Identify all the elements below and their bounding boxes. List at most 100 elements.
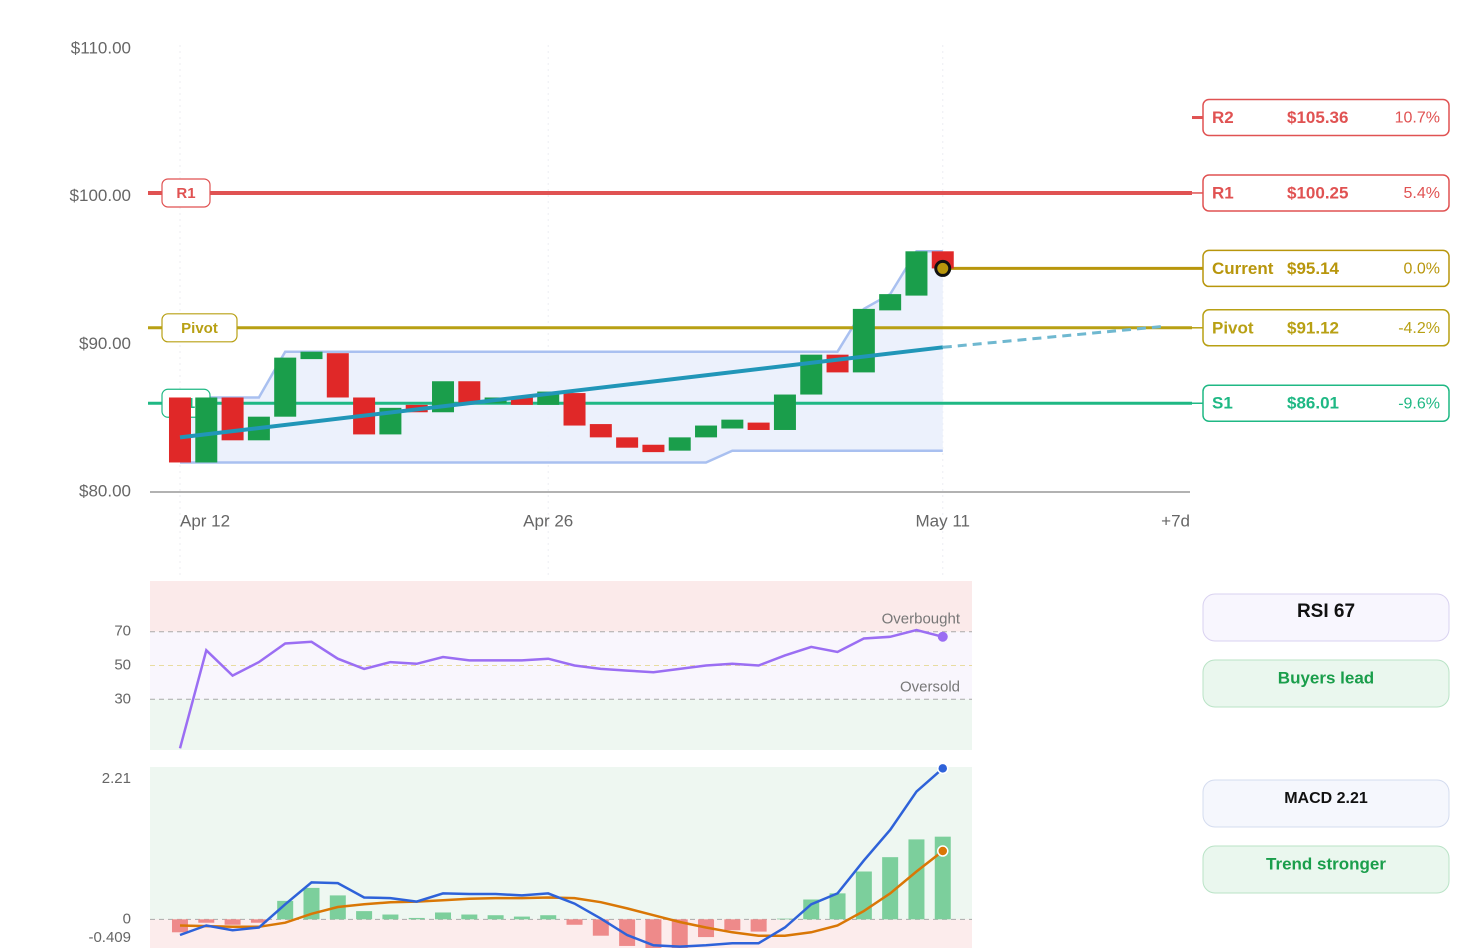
x-tick-label: Apr 12 bbox=[180, 511, 230, 530]
y-tick-label: 50 bbox=[114, 656, 131, 673]
histogram-bar bbox=[566, 919, 583, 925]
histogram-bar bbox=[513, 916, 530, 920]
y-tick-label: 2.21 bbox=[102, 770, 131, 787]
level-change: 0.0% bbox=[1404, 261, 1440, 278]
candle bbox=[510, 397, 533, 405]
histogram-bar bbox=[619, 919, 636, 946]
negative-zone bbox=[150, 919, 972, 948]
histogram-bar bbox=[435, 912, 452, 920]
x-tick-label: Apr 26 bbox=[523, 511, 573, 530]
level-value: $100.25 bbox=[1287, 183, 1348, 202]
channel-upper bbox=[180, 250, 943, 399]
histogram-bar bbox=[671, 919, 688, 948]
histogram-bar bbox=[750, 919, 767, 932]
level-name: R1 bbox=[1212, 183, 1234, 202]
candle bbox=[300, 351, 323, 360]
candle bbox=[274, 357, 297, 417]
x-tick-label: May 11 bbox=[916, 511, 971, 530]
candle bbox=[563, 393, 586, 426]
level-change: -4.2% bbox=[1398, 320, 1440, 337]
level-value: $105.36 bbox=[1287, 108, 1348, 127]
y-tick-label: $110.00 bbox=[71, 38, 131, 57]
level-tag bbox=[161, 178, 211, 208]
y-tick-label: $100.00 bbox=[70, 186, 131, 205]
status: Trend stronger bbox=[1266, 854, 1386, 873]
positive-zone bbox=[150, 767, 972, 920]
histogram-bar bbox=[250, 919, 267, 923]
histogram-bar bbox=[303, 887, 320, 920]
histogram-bar bbox=[277, 900, 294, 920]
histogram-bar bbox=[776, 918, 793, 920]
level-tag-label: R1 bbox=[176, 185, 195, 202]
level-box bbox=[1202, 249, 1450, 288]
status: Buyers lead bbox=[1278, 668, 1374, 687]
candle bbox=[589, 424, 612, 438]
level-value: $95.14 bbox=[1287, 259, 1340, 278]
candle bbox=[721, 419, 744, 429]
histogram-bar bbox=[882, 857, 899, 920]
histogram-bar bbox=[540, 915, 557, 920]
badge-box bbox=[1202, 593, 1450, 642]
histogram-bar bbox=[592, 919, 609, 936]
candle bbox=[668, 437, 691, 451]
candle bbox=[616, 437, 639, 448]
y-tick-label: $90.00 bbox=[79, 334, 131, 353]
candle bbox=[852, 308, 875, 373]
y-tick-label: -0.409 bbox=[88, 929, 131, 946]
candle bbox=[642, 444, 665, 453]
candle bbox=[879, 294, 902, 311]
trend-line bbox=[179, 345, 944, 440]
candle bbox=[195, 397, 218, 463]
level-name: S1 bbox=[1212, 394, 1233, 413]
histogram-bar bbox=[908, 839, 925, 920]
signal-end-dot bbox=[937, 845, 949, 857]
badge: RSI 67 bbox=[1297, 601, 1355, 622]
histogram-bar bbox=[171, 919, 188, 933]
histogram-bar bbox=[356, 911, 373, 920]
level-change: -9.6% bbox=[1398, 395, 1440, 412]
rsi-end-dot bbox=[937, 631, 948, 642]
level-name: R2 bbox=[1212, 108, 1234, 127]
macd-end-dot bbox=[937, 762, 949, 775]
histogram-bar bbox=[198, 919, 215, 923]
y-tick-label: 0 bbox=[123, 910, 131, 927]
status-box bbox=[1202, 845, 1450, 894]
level-value: $86.01 bbox=[1287, 394, 1339, 413]
overbought-label: Overbought bbox=[882, 611, 961, 628]
candle bbox=[905, 251, 928, 296]
overbought-zone bbox=[150, 581, 972, 632]
histogram-bar bbox=[224, 919, 241, 925]
histogram-bar bbox=[829, 893, 846, 920]
histogram-bar bbox=[408, 917, 425, 920]
histogram-bar bbox=[803, 899, 820, 920]
channel-lower bbox=[180, 449, 943, 464]
x-tick-label: +7d bbox=[1161, 511, 1190, 530]
level-tag-label: Pivot bbox=[181, 320, 218, 337]
candle bbox=[747, 422, 770, 430]
candle bbox=[773, 394, 796, 430]
histogram-bar bbox=[645, 919, 662, 948]
histogram-bar bbox=[382, 914, 399, 920]
level-box bbox=[1202, 98, 1450, 137]
candle bbox=[326, 353, 349, 398]
level-box bbox=[1202, 309, 1450, 347]
oversold-zone bbox=[150, 699, 972, 750]
macd-line bbox=[179, 767, 944, 948]
trend-projection bbox=[942, 325, 1162, 349]
badge-box bbox=[1202, 779, 1450, 828]
level-name: Current bbox=[1212, 259, 1274, 278]
candle bbox=[695, 425, 718, 438]
candle bbox=[458, 381, 481, 404]
level-box bbox=[1202, 384, 1450, 423]
y-tick-label: $80.00 bbox=[79, 481, 131, 500]
y-tick-label: 30 bbox=[114, 690, 131, 707]
candle bbox=[168, 397, 191, 463]
level-change: 10.7% bbox=[1395, 110, 1440, 127]
status-box bbox=[1202, 659, 1450, 708]
level-value: $91.12 bbox=[1287, 318, 1339, 337]
oversold-label: Oversold bbox=[900, 678, 960, 695]
current-marker bbox=[934, 259, 952, 277]
histogram-bar bbox=[461, 914, 478, 920]
